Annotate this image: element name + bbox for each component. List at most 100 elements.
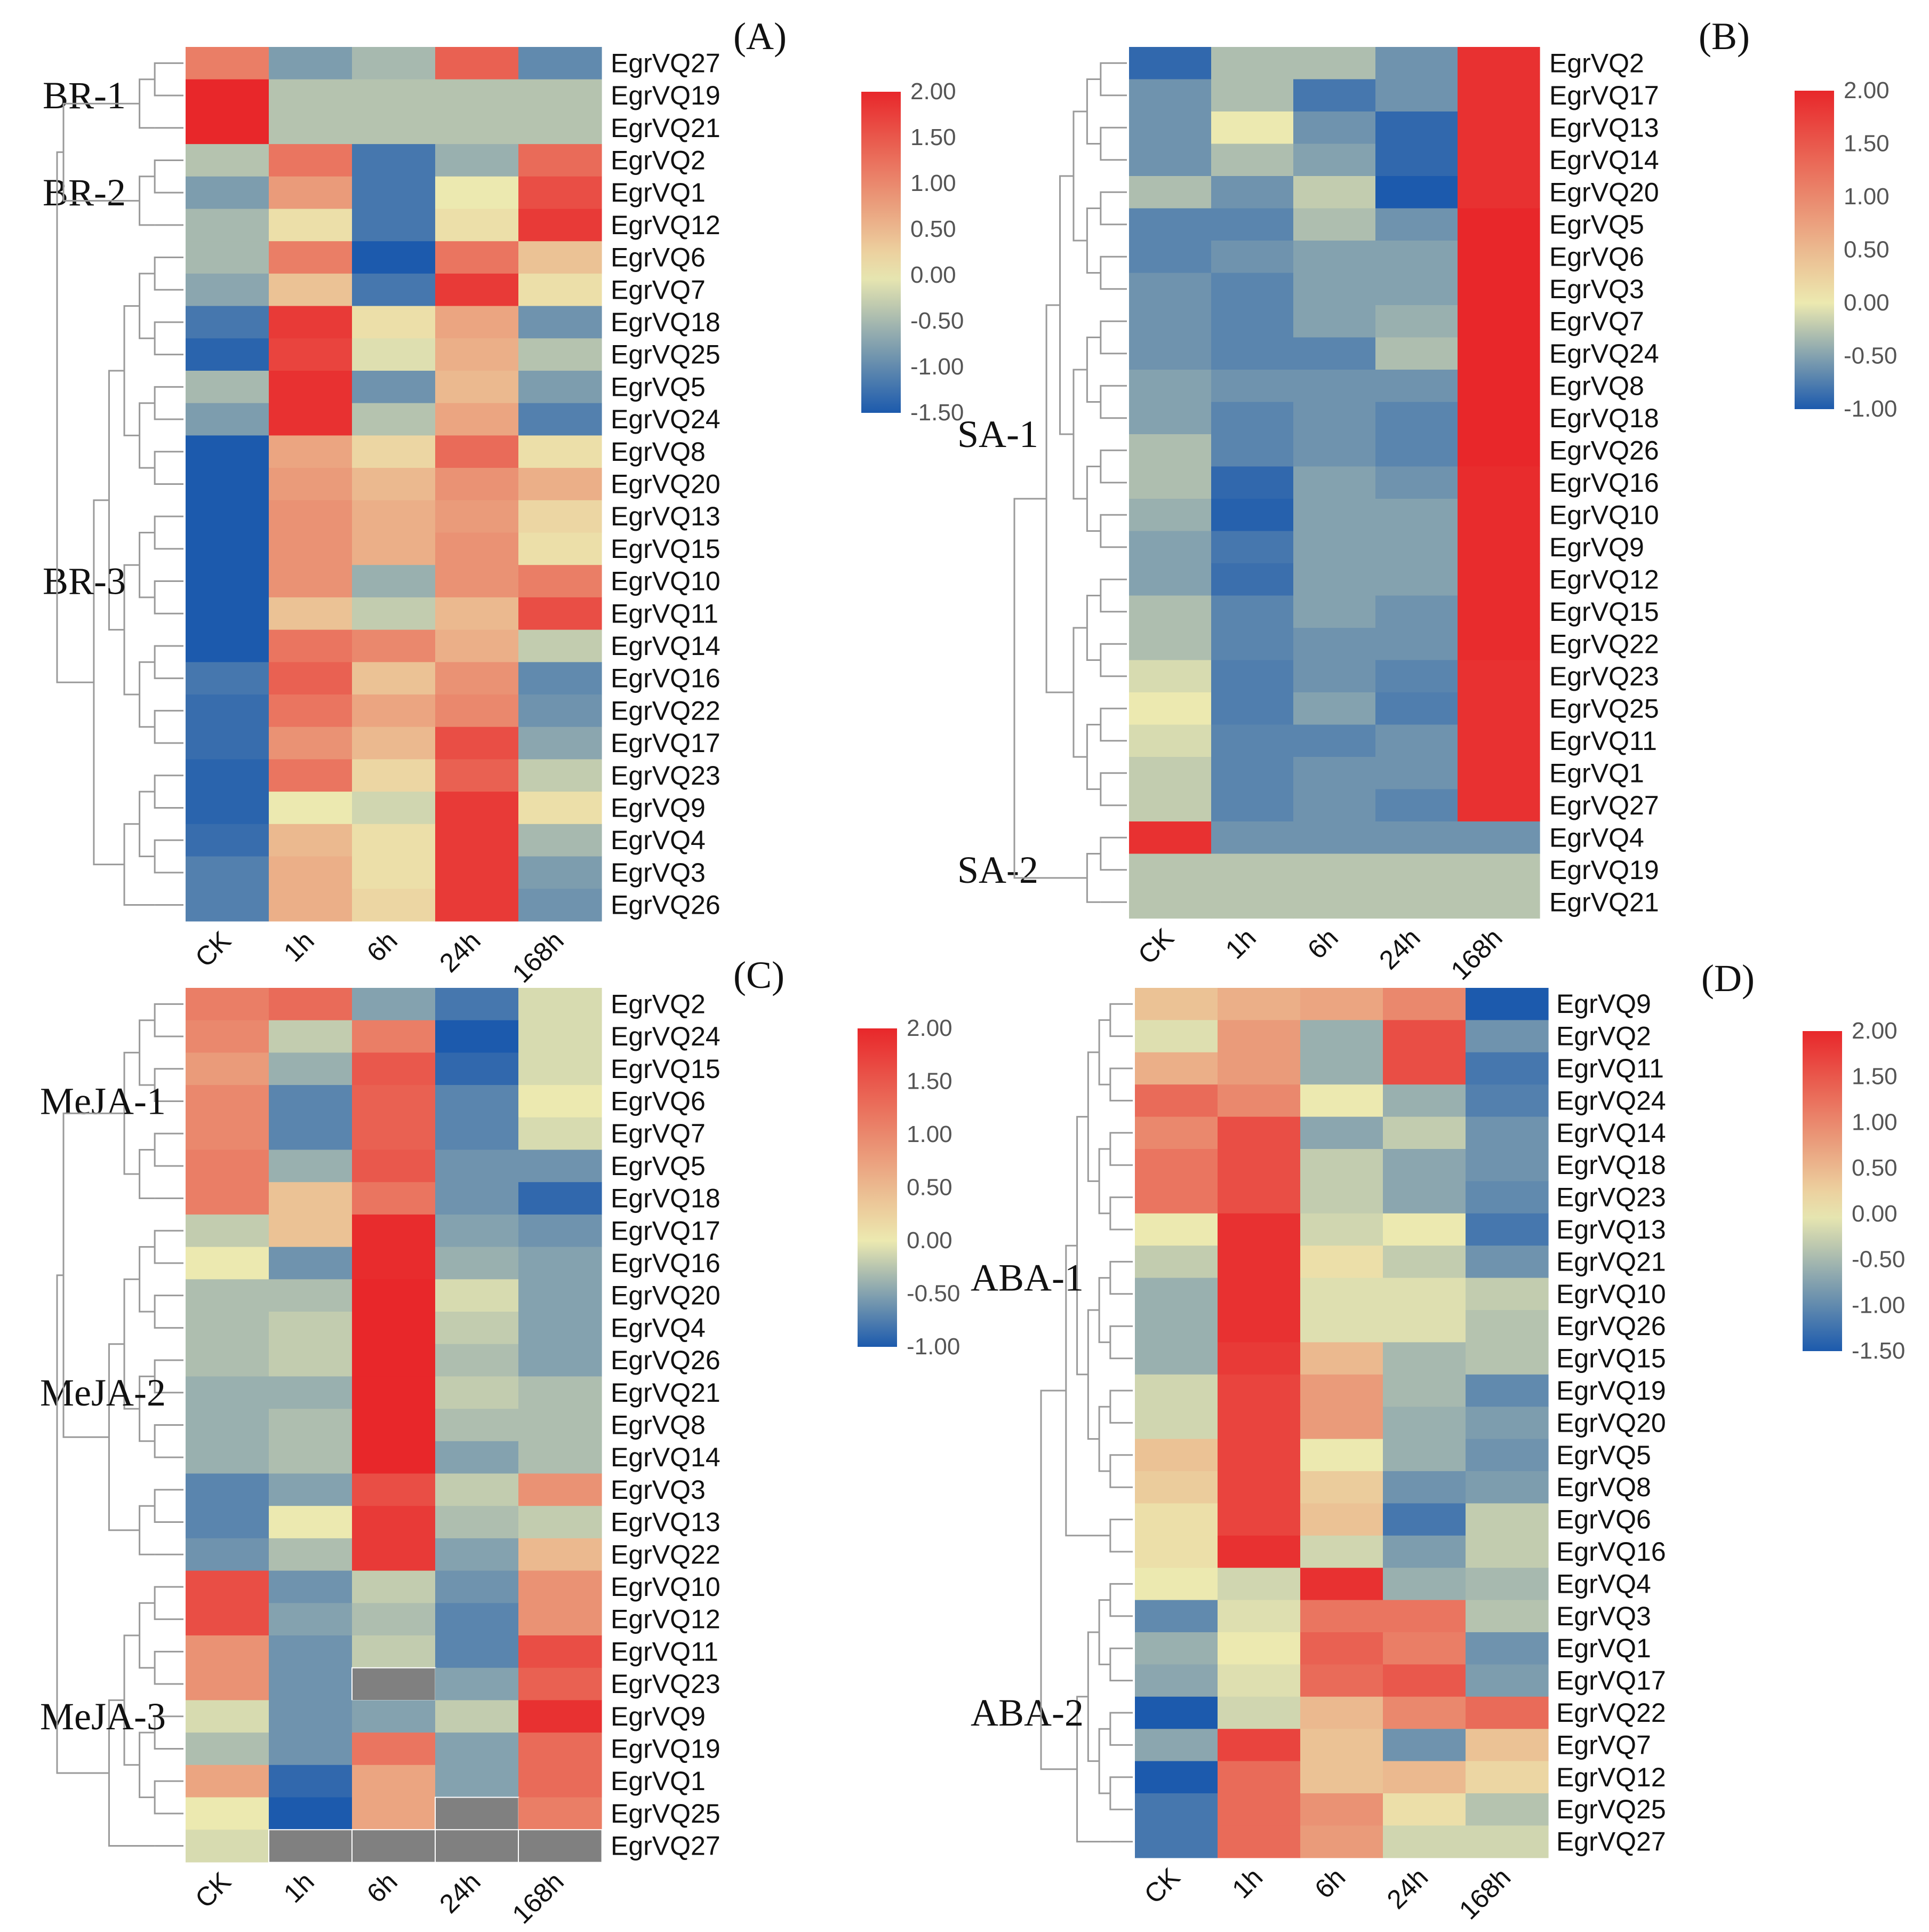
heatmap-cell — [1466, 1825, 1549, 1858]
gene-label: EgrVQ8 — [611, 437, 706, 467]
gene-label: EgrVQ27 — [1549, 791, 1659, 820]
heatmap-cell — [1458, 273, 1540, 306]
dendrogram-branch — [1086, 207, 1101, 274]
heatmap-cell — [1135, 1793, 1218, 1826]
heatmap-cell — [352, 1020, 436, 1053]
heatmap-cell — [435, 532, 519, 565]
heatmap-cell — [518, 597, 602, 630]
heatmap-cell — [269, 1473, 353, 1506]
heatmap-cell — [1293, 821, 1376, 855]
heatmap-cell — [1458, 757, 1540, 790]
heatmap-cell — [1300, 1793, 1383, 1826]
heatmap-cell — [186, 111, 269, 145]
heatmap-cell — [1293, 692, 1376, 725]
heatmap-cell — [186, 435, 269, 468]
heatmap-cell — [1383, 1116, 1466, 1149]
heatmap-cell — [269, 241, 353, 274]
legend-tick-label: -1.00 — [1852, 1292, 1905, 1318]
heatmap-cell — [1466, 1181, 1549, 1214]
gene-label: EgrVQ5 — [1556, 1440, 1651, 1470]
heatmap-cell — [1466, 1052, 1549, 1085]
heatmap-cell — [1300, 1664, 1383, 1697]
legend-tick-label: 1.00 — [1844, 183, 1890, 210]
heatmap-cell — [435, 1506, 519, 1539]
gene-label: EgrVQ7 — [1549, 306, 1644, 336]
dendrogram-branch — [1098, 1277, 1110, 1343]
heatmap-cell — [435, 371, 519, 404]
heatmap-cell — [1211, 305, 1294, 338]
heatmap-cell — [518, 338, 602, 371]
dendrogram-branch — [1098, 1406, 1110, 1472]
dendrogram-branch — [139, 661, 155, 728]
column-label: 6h — [361, 925, 403, 968]
legend-tick-label: 1.00 — [1852, 1109, 1898, 1135]
heatmap-cell — [1129, 660, 1212, 693]
dendrogram-branch — [1013, 498, 1087, 879]
heatmap-cell — [186, 273, 269, 307]
dendrogram-branch — [1040, 1390, 1077, 1770]
heatmap-cell — [1375, 853, 1458, 887]
heatmap-cell — [352, 727, 436, 760]
heatmap-cell — [1211, 176, 1294, 209]
heatmap-cell — [518, 468, 602, 501]
heatmap-cell — [269, 597, 353, 630]
heatmap-cell — [1466, 1278, 1549, 1311]
heatmap-cell — [186, 1797, 269, 1830]
heatmap-cell — [352, 241, 436, 274]
heatmap-cell — [1293, 370, 1376, 403]
heatmap-cell — [1300, 1600, 1383, 1633]
dendrogram-branch — [1100, 772, 1127, 807]
heatmap-cell — [1375, 79, 1458, 112]
dendrogram-branch — [1098, 1599, 1110, 1665]
legend-tick-label: -1.50 — [910, 400, 964, 426]
gene-label: EgrVQ6 — [1549, 242, 1644, 272]
heatmap-cell — [186, 1376, 269, 1409]
heatmap-cell — [1300, 1729, 1383, 1762]
heatmap-cell — [1375, 337, 1458, 370]
heatmap-cell — [435, 662, 519, 695]
heatmap-cell — [1135, 1149, 1218, 1181]
heatmap-cell — [186, 1603, 269, 1636]
heatmap-cell — [1211, 789, 1294, 822]
dendrogram-branch — [154, 1424, 183, 1458]
legend-tick-label: 2.00 — [1844, 77, 1890, 103]
heatmap-cell — [352, 500, 436, 533]
heatmap-cell — [1383, 1471, 1466, 1504]
dendrogram-branch — [1109, 1647, 1133, 1682]
heatmap-cell — [352, 597, 436, 630]
dendrogram-branch — [139, 1149, 155, 1200]
heatmap-cell — [1211, 47, 1294, 80]
heatmap-cell — [269, 273, 353, 307]
heatmap-cell — [1383, 1535, 1466, 1568]
gene-label: EgrVQ27 — [611, 1831, 721, 1861]
dendrogram-branch — [154, 645, 183, 680]
heatmap-cell — [1466, 1535, 1549, 1568]
heatmap-cell — [1383, 988, 1466, 1020]
dendrogram-branch — [1100, 707, 1127, 742]
heatmap-cell — [352, 662, 436, 695]
legend-color-bar — [861, 92, 901, 413]
heatmap-cell — [1135, 1084, 1218, 1117]
heatmap-cell — [269, 1797, 353, 1830]
heatmap-cell — [352, 1635, 436, 1668]
heatmap-cell — [435, 1409, 519, 1442]
heatmap-cell — [1300, 1761, 1383, 1794]
heatmap-cell — [1466, 1020, 1549, 1053]
heatmap-cell — [518, 694, 602, 728]
legend-tick-label: -0.50 — [1852, 1247, 1905, 1273]
gene-label: EgrVQ9 — [1556, 989, 1651, 1019]
heatmap-cell — [518, 1667, 602, 1701]
heatmap-cell — [269, 1570, 353, 1603]
heatmap-cell — [518, 176, 602, 210]
heatmap-cell — [435, 47, 519, 80]
dendrogram-branch — [139, 1505, 155, 1555]
heatmap-cell — [518, 1312, 602, 1345]
column-label: 24h — [1373, 923, 1426, 976]
heatmap-cell — [1383, 1825, 1466, 1858]
heatmap-cell — [1466, 1503, 1549, 1536]
heatmap-cell — [1383, 1246, 1466, 1279]
heatmap-cell — [1466, 1729, 1549, 1762]
gene-label: EgrVQ1 — [1549, 758, 1644, 788]
gene-label: EgrVQ22 — [611, 1539, 721, 1569]
